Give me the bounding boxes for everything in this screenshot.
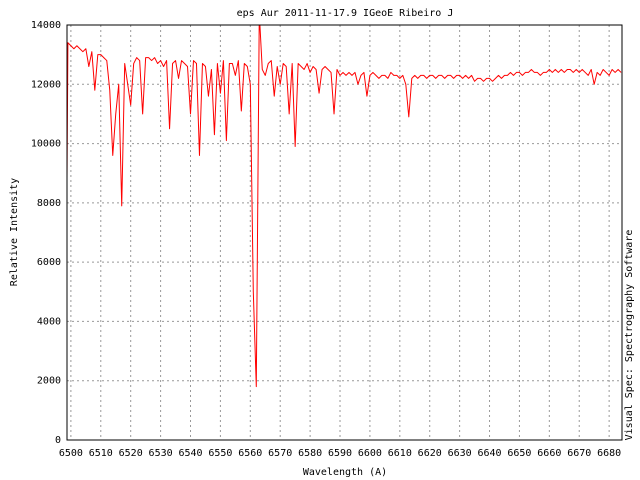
- x-tick-label: 6620: [418, 448, 442, 459]
- x-tick-label: 6590: [328, 448, 352, 459]
- chart-title: eps Aur 2011-11-17.9 IGeoE Ribeiro J: [237, 8, 454, 19]
- x-tick-label: 6670: [567, 448, 591, 459]
- x-tick-label: 6610: [388, 448, 412, 459]
- x-tick-label: 6600: [358, 448, 382, 459]
- side-note: Visual Spec: Spectrography Software: [624, 230, 635, 441]
- y-tick-label: 4000: [37, 316, 61, 327]
- x-tick-label: 6630: [448, 448, 472, 459]
- y-tick-label: 8000: [37, 198, 61, 209]
- plot-frame: [66, 24, 623, 441]
- y-tick-label: 2000: [37, 376, 61, 387]
- spectrum-line: [67, 25, 622, 388]
- x-tick-label: 6520: [119, 448, 143, 459]
- x-tick-label: 6570: [268, 448, 292, 459]
- y-tick-label: 14000: [31, 20, 61, 31]
- y-tick-label: 6000: [37, 257, 61, 268]
- x-tick-label: 6660: [537, 448, 561, 459]
- x-tick-label: 6530: [149, 448, 173, 459]
- x-tick-label: 6560: [238, 448, 262, 459]
- y-tick-label: 10000: [31, 139, 61, 150]
- y-tick-label: 0: [55, 435, 61, 446]
- x-tick-label: 6580: [298, 448, 322, 459]
- x-axis-label: Wavelength (A): [303, 467, 387, 478]
- x-tick-label: 6540: [178, 448, 202, 459]
- y-axis-label: Relative Intensity: [9, 178, 20, 286]
- x-tick-label: 6640: [477, 448, 501, 459]
- x-tick-label: 6510: [89, 448, 113, 459]
- x-tick-label: 6680: [597, 448, 621, 459]
- x-tick-label: 6500: [59, 448, 83, 459]
- y-tick-label: 12000: [31, 79, 61, 90]
- x-tick-label: 6550: [208, 448, 232, 459]
- x-tick-label: 6650: [507, 448, 531, 459]
